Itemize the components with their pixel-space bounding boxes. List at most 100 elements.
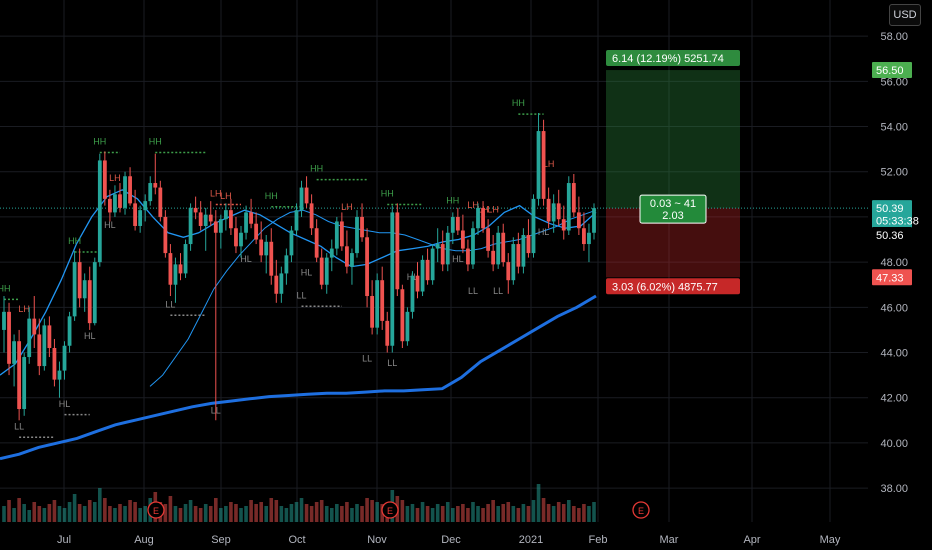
y-tick-label: 56.00 xyxy=(880,76,908,88)
swing-label-ll: LL xyxy=(165,299,175,309)
volume-bar xyxy=(582,504,586,522)
candle-body xyxy=(450,216,455,233)
loss-label-box xyxy=(606,278,740,295)
candle-body xyxy=(72,262,77,317)
volume-bar xyxy=(294,502,299,522)
candle-body xyxy=(173,264,178,285)
volume-bar xyxy=(340,506,344,522)
swing-label-hl: HL xyxy=(240,254,252,264)
volume-bar xyxy=(188,500,193,522)
y-tick-label: 46.00 xyxy=(880,302,908,314)
earnings-event-icon xyxy=(632,501,650,519)
volume-bar xyxy=(229,502,233,522)
candle-body xyxy=(269,241,274,276)
volume-bar xyxy=(113,508,117,522)
volume-bar xyxy=(274,500,279,522)
volume-bar xyxy=(410,504,415,522)
ratio-box xyxy=(639,194,707,224)
volume-bar xyxy=(17,498,21,522)
earnings-event-icon xyxy=(147,501,165,519)
candle-body xyxy=(198,212,203,226)
price-tag xyxy=(872,200,912,217)
candle-body xyxy=(102,160,107,199)
volume-bar xyxy=(400,500,405,522)
volume-bar xyxy=(577,508,581,522)
candle-body xyxy=(516,244,521,267)
volume-bar xyxy=(47,504,52,522)
volume-bar xyxy=(279,506,284,522)
volume-bar xyxy=(370,500,374,522)
candle-body xyxy=(239,232,243,247)
candle-body xyxy=(481,207,485,229)
ratio-label-rr: 2.03 xyxy=(662,210,683,222)
candle-body xyxy=(234,228,238,247)
volume-bar xyxy=(461,504,465,522)
candle-body xyxy=(561,219,566,231)
candle-body xyxy=(123,176,127,208)
x-tick-label: Feb xyxy=(589,534,608,546)
candle-body xyxy=(556,203,561,220)
candle-body xyxy=(168,253,173,285)
volume-bar xyxy=(42,508,47,522)
volume-bar xyxy=(526,506,531,522)
candle-body xyxy=(244,212,248,233)
candle-body xyxy=(153,183,158,188)
swing-label-hl: HL xyxy=(59,399,71,409)
y-tick-label: 40.00 xyxy=(880,438,908,450)
candle-body xyxy=(128,176,132,204)
volume-bar xyxy=(77,504,82,522)
moving-average-slow xyxy=(0,294,597,461)
volume-bar xyxy=(103,498,107,522)
candle-body xyxy=(17,341,22,410)
candle-body xyxy=(526,235,531,254)
volume-bar xyxy=(249,500,253,522)
candle-body xyxy=(62,345,67,371)
volume-bar xyxy=(541,498,546,522)
candle-body xyxy=(304,187,309,204)
loss-label: 3.03 (6.02%) 4875.77 xyxy=(612,281,718,293)
candle-body xyxy=(551,203,556,222)
volume-bar xyxy=(2,506,6,522)
volume-bar xyxy=(506,502,511,522)
price-tag-label: 50.36 xyxy=(876,230,904,242)
candle-body xyxy=(2,311,6,330)
volume-bar xyxy=(264,506,269,522)
volume-bar xyxy=(259,502,263,522)
volume-bar xyxy=(445,502,450,522)
candle-body xyxy=(541,131,546,199)
candle-body xyxy=(365,237,369,297)
candle-body xyxy=(491,250,496,265)
volume-bar xyxy=(405,506,410,522)
candle-body xyxy=(546,198,551,222)
candle-body xyxy=(410,275,415,312)
candle-body xyxy=(339,221,344,247)
swing-label-lh: LH xyxy=(341,202,353,212)
currency-button[interactable]: USD xyxy=(889,4,921,26)
candle-body xyxy=(77,262,82,299)
candle-body xyxy=(309,203,314,229)
volume-bar xyxy=(219,508,223,522)
candle-body xyxy=(390,212,395,346)
volume-bar xyxy=(360,506,364,522)
volume-bar xyxy=(239,508,243,522)
candle-body xyxy=(92,262,97,324)
volume-bar xyxy=(32,502,37,522)
candle-body xyxy=(113,194,117,213)
volume-bar xyxy=(476,506,480,522)
volume-bar xyxy=(213,498,218,522)
volume-bar xyxy=(324,506,329,522)
volume-bar xyxy=(27,510,32,522)
volume-bar xyxy=(22,504,26,522)
candle-body xyxy=(12,341,16,364)
x-tick-label: Sep xyxy=(211,534,231,546)
volume-bar xyxy=(536,484,541,522)
x-tick-label: Dec xyxy=(441,534,461,546)
candle-body xyxy=(415,275,420,292)
volume-bar xyxy=(572,506,576,522)
price-tag xyxy=(872,212,912,229)
candle-body xyxy=(566,183,571,231)
volume-bar xyxy=(12,508,16,522)
y-tick-label: 58.00 xyxy=(880,31,908,43)
